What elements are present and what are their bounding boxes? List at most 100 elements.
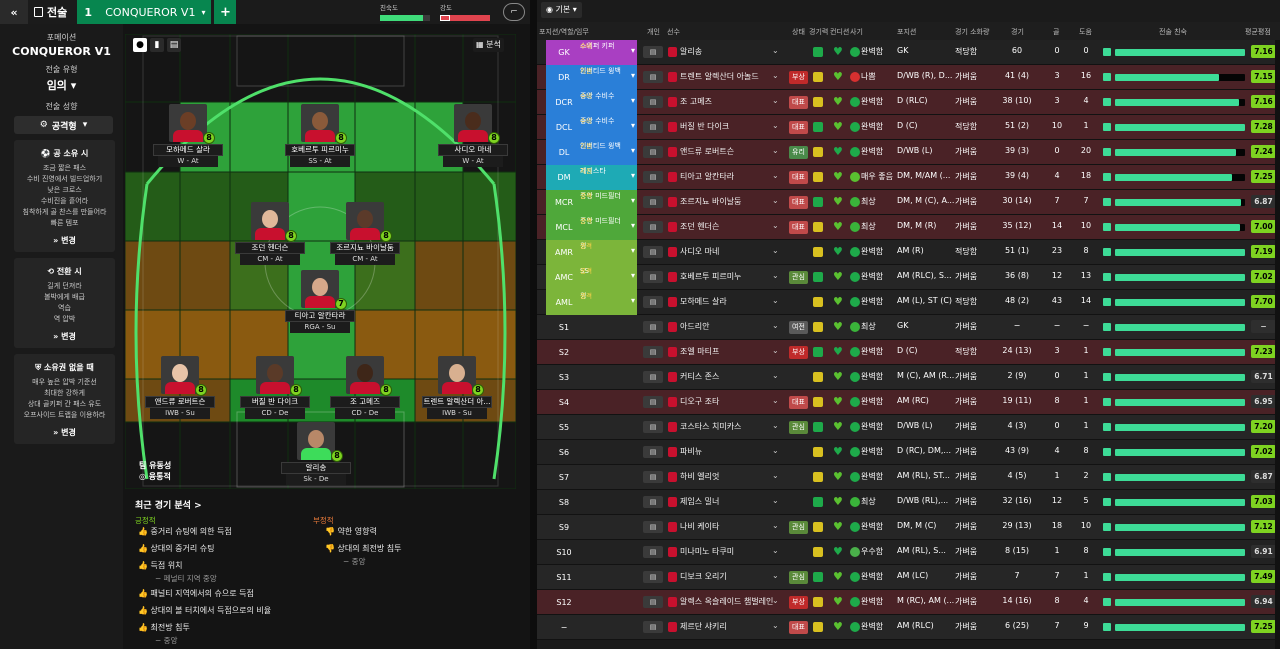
instructions-icon[interactable]: ▤: [643, 446, 663, 458]
squad-row[interactable]: S10 ▤ 미나미노 타쿠미 ⌄ ♥ 우수함 AM (RL), S... 가벼움 8 (15) 1…: [537, 540, 1280, 565]
status-badge[interactable]: 대표: [789, 621, 808, 634]
squad-row[interactable]: GK 스위퍼 키퍼 수비 ▾ ▤ 알리송 ⌄ ♥ 완벽함 GK 적당함 60 0 0 7.16: [537, 40, 1280, 65]
squad-row[interactable]: AMC SS 공격 ▾ ▤ 호베르투 피르미누 ⌄ 관심 ♥ 완벽함 AM (RLC), S... 가…: [537, 265, 1280, 290]
squad-row[interactable]: − ▤ 제르단 샤키리 ⌄ 대표 ♥ 완벽함 AM (RLC) 가벼움 6 (25) 7 9 7.25: [537, 615, 1280, 640]
row-chevron-icon[interactable]: ⌄: [772, 496, 779, 505]
row-chevron-icon[interactable]: ⌄: [772, 396, 779, 405]
player-role[interactable]: IWB - Su: [150, 408, 210, 419]
position-slot[interactable]: S12: [556, 598, 572, 607]
squad-row[interactable]: MCR 중앙 미드필더 공격 ▾ ▤ 조르지뇨 바이날둠 ⌄ 대표 ♥ 최상 DM, M (C), …: [537, 190, 1280, 215]
instructions-icon[interactable]: ▤: [643, 521, 663, 533]
col-goals[interactable]: 골: [1053, 28, 1060, 36]
status-badge[interactable]: 대표: [789, 171, 808, 184]
player-name[interactable]: 디오구 조타: [680, 397, 720, 406]
col-position[interactable]: 포지션: [897, 28, 917, 36]
instructions-icon[interactable]: ▤: [643, 46, 663, 58]
squad-row[interactable]: S7 ▤ 하비 엘리엇 ⌄ ♥ 완벽함 AM (RL), ST... 가벼움 4 (5) 1 2 6.…: [537, 465, 1280, 490]
position-slot[interactable]: MCL: [546, 215, 582, 240]
add-tactic-button[interactable]: +: [214, 0, 237, 24]
player-name[interactable]: 조던 헨더슨: [680, 222, 720, 231]
type-value[interactable]: 임의 ▾: [46, 79, 77, 92]
mentality-dropdown[interactable]: ⚙ 공격형 ▾: [14, 116, 113, 134]
row-chevron-icon[interactable]: ⌄: [772, 96, 779, 105]
stats-icon[interactable]: ▮: [150, 38, 164, 52]
player-card[interactable]: 8 조던 헨더슨 CM - At: [235, 202, 305, 274]
position-slot[interactable]: S7: [558, 473, 570, 482]
player-name[interactable]: 조 고메즈: [680, 97, 712, 106]
player-name[interactable]: 버질 반 다이크: [680, 122, 730, 131]
out-possession-change-button[interactable]: » 변경: [53, 428, 76, 437]
squad-row[interactable]: S4 ▤ 디오구 조타 ⌄ 대표 ♥ 완벽함 AM (RC) 가벼움 19 (11) 8 1 6.95: [537, 390, 1280, 415]
player-name[interactable]: 파비뉴: [680, 447, 703, 456]
instructions-icon[interactable]: ▤: [643, 621, 663, 633]
row-chevron-icon[interactable]: ⌄: [772, 246, 779, 255]
instructions-icon[interactable]: ▤: [643, 321, 663, 333]
squad-row[interactable]: DCR 중앙 수비수 수비 ▾ ▤ 조 고메즈 ⌄ 대표 ♥ 완벽함 D (RLC) 가벼움 38 (1…: [537, 90, 1280, 115]
row-chevron-icon[interactable]: ⌄: [772, 471, 779, 480]
row-chevron-icon[interactable]: ⌄: [772, 46, 779, 55]
row-chevron-icon[interactable]: ⌄: [772, 71, 779, 80]
position-slot[interactable]: S5: [558, 423, 570, 432]
formation-value[interactable]: CONQUEROR V1: [12, 45, 111, 58]
squad-row[interactable]: S8 ▤ 제임스 밀너 ⌄ ♥ 최상 D/WB (RL),... 가벼움 32 (16) 12 5 7…: [537, 490, 1280, 515]
position-slot[interactable]: −: [560, 623, 568, 632]
player-name[interactable]: 코스타스 치미카스: [680, 422, 742, 431]
col-morale[interactable]: 사기: [850, 28, 863, 36]
instructions-icon[interactable]: ▤: [643, 221, 663, 233]
role-dropdown-icon[interactable]: ▾: [631, 121, 636, 130]
squad-row[interactable]: DCL 중앙 수비수 수비 ▾ ▤ 버질 반 다이크 ⌄ 대표 ♥ 완벽함 D (C) 적당함 51 (…: [537, 115, 1280, 140]
instructions-icon[interactable]: ▤: [643, 71, 663, 83]
status-badge[interactable]: 관심: [789, 271, 808, 284]
position-slot[interactable]: DL: [546, 140, 582, 165]
scrollbar[interactable]: [1275, 40, 1280, 649]
status-badge[interactable]: 관심: [789, 571, 808, 584]
player-role[interactable]: CD - De: [245, 408, 305, 419]
row-chevron-icon[interactable]: ⌄: [772, 346, 779, 355]
position-slot[interactable]: S1: [558, 323, 570, 332]
player-card[interactable]: 8 앤드류 로버트슨 IWB - Su: [145, 356, 215, 428]
player-name[interactable]: 제르단 샤키리: [680, 622, 727, 631]
instructions-icon[interactable]: ▤: [643, 296, 663, 308]
status-badge[interactable]: 관심: [789, 421, 808, 434]
player-name[interactable]: 호베르투 피르미누: [680, 272, 742, 281]
player-name[interactable]: 조엘 마티프: [680, 347, 720, 356]
role-duty[interactable]: 중앙 미드필더 공격: [577, 190, 637, 215]
instructions-icon[interactable]: ▤: [643, 471, 663, 483]
player-name[interactable]: 조르지뇨 바이날둠: [680, 197, 742, 206]
row-chevron-icon[interactable]: ⌄: [772, 371, 779, 380]
position-slot[interactable]: DM: [546, 165, 582, 190]
role-duty[interactable]: SS 공격: [577, 265, 637, 290]
squad-row[interactable]: AMR 윙 공격 ▾ ▤ 사디오 마네 ⌄ ♥ 완벽함 AM (R) 적당함 51 (1) 23 8 7.1…: [537, 240, 1280, 265]
player-role[interactable]: CM - At: [335, 254, 395, 265]
squad-row[interactable]: S12 ▤ 알렉스 옥슬레이드 챔벌레인 ⌄ 부상 ♥ 완벽함 M (RC), AM (...…: [537, 590, 1280, 615]
instructions-icon[interactable]: ▤: [643, 196, 663, 208]
squad-row[interactable]: S6 ▤ 파비뉴 ⌄ ♥ 완벽함 D (RC), DM,... 가벼움 43 (9) 4 8 7.02: [537, 440, 1280, 465]
status-badge[interactable]: 대표: [789, 96, 808, 109]
role-dropdown-icon[interactable]: ▾: [631, 196, 636, 205]
row-chevron-icon[interactable]: ⌄: [772, 171, 779, 180]
col-appearances[interactable]: 경기: [1011, 28, 1024, 36]
chart-icon[interactable]: ▤: [167, 38, 181, 52]
player-name[interactable]: 사디오 마네: [680, 247, 720, 256]
status-badge[interactable]: 부상: [789, 346, 808, 359]
row-chevron-icon[interactable]: ⌄: [772, 621, 779, 630]
view-selector[interactable]: ◉ 기본 ▾: [541, 2, 582, 18]
position-slot[interactable]: AMR: [546, 240, 582, 265]
role-duty[interactable]: 레지스타 지원: [577, 165, 637, 190]
position-slot[interactable]: S3: [558, 373, 570, 382]
position-slot[interactable]: S8: [558, 498, 570, 507]
player-info-icon[interactable]: ●: [133, 38, 147, 52]
instructions-icon[interactable]: ▤: [643, 496, 663, 508]
position-slot[interactable]: S11: [556, 573, 572, 582]
player-card[interactable]: 8 버질 반 다이크 CD - De: [240, 356, 310, 428]
role-dropdown-icon[interactable]: ▾: [631, 146, 636, 155]
player-card[interactable]: 7 티아고 알칸타라 RGA - Su: [285, 270, 355, 342]
position-slot[interactable]: S6: [558, 448, 570, 457]
player-role[interactable]: IWB - Su: [427, 408, 487, 419]
instructions-icon[interactable]: ▤: [643, 121, 663, 133]
role-duty[interactable]: 중앙 수비수 수비: [577, 90, 637, 115]
col-status[interactable]: 상태: [792, 28, 805, 36]
player-name[interactable]: 알리송: [680, 47, 703, 56]
player-card[interactable]: 8 호베르투 피르미누 SS - At: [285, 104, 355, 176]
